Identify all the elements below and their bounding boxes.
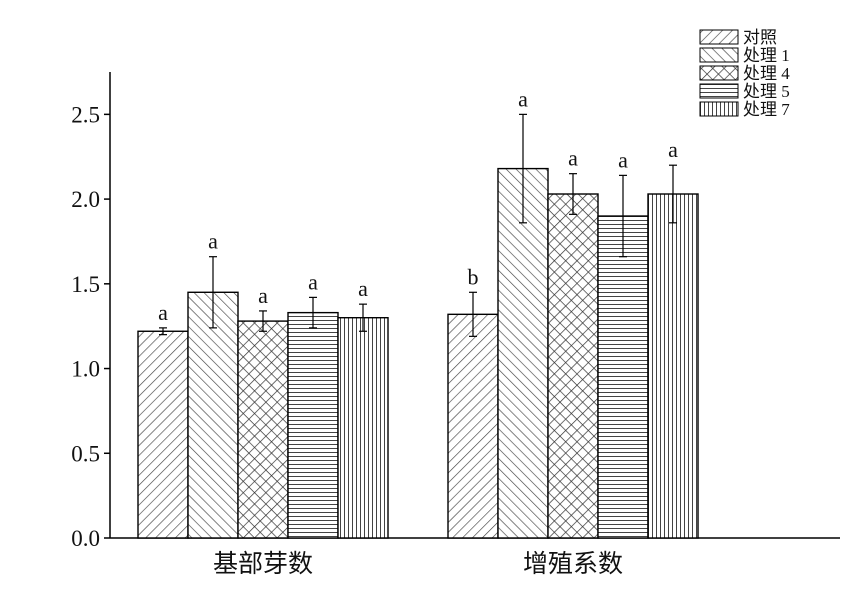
legend-label: 对照 [743, 28, 777, 47]
significance-letter: a [258, 283, 268, 308]
legend-swatch [699, 29, 739, 45]
legend-swatch [699, 83, 739, 99]
legend-label: 处理 5 [743, 82, 790, 101]
significance-letter: a [618, 147, 628, 172]
bars: a a a a a b a a a a [137, 86, 699, 539]
bar [597, 215, 649, 539]
y-tick-label: 1.0 [71, 357, 100, 382]
legend-swatch [699, 101, 739, 117]
y-tick-label: 2.5 [71, 102, 100, 127]
bar [547, 193, 599, 539]
bar [187, 291, 239, 539]
significance-letter: a [208, 229, 218, 254]
legend-swatch [699, 65, 739, 81]
y-tick-label: 2.0 [71, 187, 100, 212]
bar [237, 320, 289, 539]
bar [497, 167, 549, 539]
legend-label: 处理 4 [743, 64, 790, 83]
legend-label: 处理 1 [743, 46, 790, 65]
y-tick-label: 0.0 [71, 526, 100, 551]
axes: 0.0 0.5 1.0 1.5 2.0 2.5 基部芽数 增殖系数 [71, 72, 840, 578]
bar [647, 193, 699, 539]
bar [137, 330, 189, 539]
significance-letter: a [668, 137, 678, 162]
y-tick-label: 1.5 [71, 272, 100, 297]
legend-swatch [699, 47, 739, 63]
significance-letter: a [158, 300, 168, 325]
significance-letter: a [568, 146, 578, 171]
bar [337, 317, 389, 539]
bar [447, 313, 499, 539]
x-category-label: 基部芽数 [213, 550, 313, 578]
bar [287, 311, 339, 539]
significance-letter: a [358, 276, 368, 301]
y-tick-label: 0.5 [71, 441, 100, 466]
significance-letter: b [468, 264, 479, 289]
significance-letter: a [308, 269, 318, 294]
x-category-label: 增殖系数 [523, 550, 623, 578]
significance-letter: a [518, 86, 528, 111]
legend-label: 处理 7 [743, 100, 790, 119]
